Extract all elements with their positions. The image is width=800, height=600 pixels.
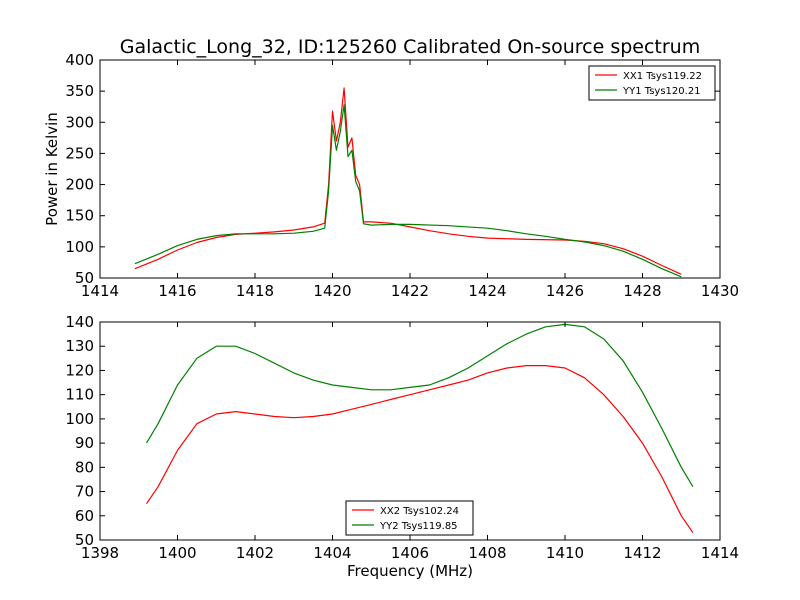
x-tick-label: 1414 <box>81 282 119 300</box>
y-tick-label: 120 <box>65 361 94 379</box>
x-tick-label: 1410 <box>546 544 584 562</box>
y-tick-label: 70 <box>75 483 94 501</box>
y-tick-label: 140 <box>65 313 94 331</box>
y-tick-label: 350 <box>65 82 94 100</box>
top-spectrum-plot: 1414 1416 1418 1420 1422 1424 1426 1428 1430 50 10… <box>43 51 739 300</box>
x-tick-label: 1430 <box>701 282 739 300</box>
legend-entry-2: YY1 Tsys120.21 <box>622 86 701 97</box>
y-tick-label: 80 <box>75 458 94 476</box>
x-tick-label: 1414 <box>701 544 739 562</box>
series-line-1 <box>146 365 694 534</box>
legend: XX2 Tsys102.24 YY2 Tsys119.85 <box>345 500 474 536</box>
x-tick-label: 1400 <box>158 544 196 562</box>
y-axis-label: Power in Kelvin <box>43 112 61 226</box>
x-tick-label: 1412 <box>623 544 661 562</box>
y-tick-label: 150 <box>65 207 94 225</box>
x-tick-label: 1402 <box>236 544 274 562</box>
legend-entry-1: XX1 Tsys119.22 <box>623 71 702 82</box>
y-tick-label: 50 <box>75 269 94 287</box>
legend: XX1 Tsys119.22 YY1 Tsys120.21 <box>588 65 716 101</box>
x-tick-label: 1408 <box>468 544 506 562</box>
legend-box <box>345 500 474 536</box>
x-tick-label: 1404 <box>313 544 351 562</box>
series-line-2 <box>134 104 682 278</box>
series-line-2 <box>145 323 694 488</box>
x-tick-label: 1420 <box>313 282 351 300</box>
y-tick-label: 110 <box>65 386 94 404</box>
figure-title: Galactic_Long_32, ID:125260 Calibrated O… <box>120 36 700 58</box>
y-tick-label: 100 <box>65 238 94 256</box>
legend-box <box>588 65 716 101</box>
x-tick-label: 1422 <box>391 282 429 300</box>
y-tick-label: 250 <box>65 144 94 162</box>
x-tick-label: 1428 <box>623 282 661 300</box>
y-tick-label: 90 <box>75 434 94 452</box>
x-axis-label: Frequency (MHz) <box>347 562 473 580</box>
y-tick-label: 60 <box>75 507 94 525</box>
y-tick-label: 200 <box>65 176 94 194</box>
x-tick-label: 1398 <box>81 544 119 562</box>
y-tick-label: 400 <box>65 51 94 69</box>
x-tick-label: 1406 <box>391 544 429 562</box>
y-tick-label: 130 <box>65 337 94 355</box>
x-tick-label: 1418 <box>236 282 274 300</box>
legend-entry-2: YY2 Tsys119.85 <box>379 521 458 532</box>
x-tick-label: 1426 <box>546 282 584 300</box>
series-line-1 <box>134 87 682 275</box>
x-tick-label: 1424 <box>468 282 506 300</box>
bottom-spectrum-plot: 1398 1400 1402 1404 1406 1408 1410 1412 1414 50 60… <box>65 313 739 580</box>
y-tick-label: 50 <box>75 531 94 549</box>
x-tick-label: 1416 <box>158 282 196 300</box>
legend-entry-1: XX2 Tsys102.24 <box>380 506 459 517</box>
y-tick-label: 100 <box>65 410 94 428</box>
y-tick-label: 300 <box>65 113 94 131</box>
